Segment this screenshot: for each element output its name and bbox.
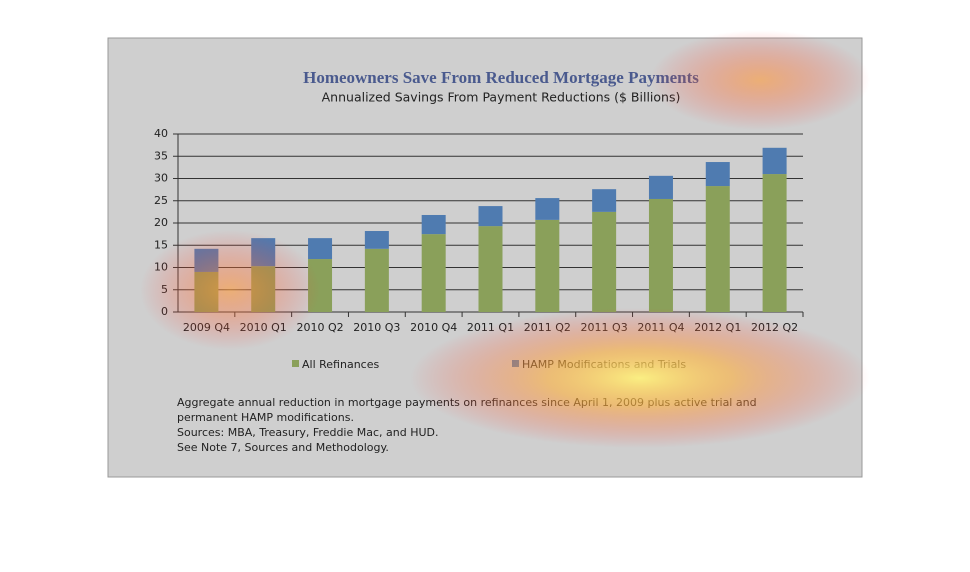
bar-segment — [364, 231, 389, 249]
bar-segment — [705, 186, 730, 312]
legend-label: All Refinances — [302, 358, 379, 371]
bar-segment — [592, 189, 617, 212]
bar-segment — [592, 211, 617, 312]
chart-title: Homeowners Save From Reduced Mortgage Pa… — [303, 68, 699, 87]
bar-segment — [421, 234, 446, 312]
bar-segment — [535, 219, 560, 312]
x-tick-label: 2010 Q3 — [353, 321, 400, 334]
y-tick-label: 15 — [154, 238, 168, 251]
note: Sources: MBA, Treasury, Freddie Mac, and… — [177, 426, 439, 439]
bar-segment — [478, 226, 503, 312]
heat-overlay — [650, 30, 870, 130]
x-tick-label: 2010 Q4 — [410, 321, 457, 334]
bar-segment — [705, 162, 730, 187]
bar-segment — [535, 198, 560, 220]
bar-segment — [762, 147, 787, 175]
bar-segment — [648, 198, 673, 312]
bar-segment — [421, 214, 446, 235]
y-tick-label: 25 — [154, 194, 168, 207]
heat-overlay — [140, 230, 320, 350]
bar-segment — [648, 175, 673, 199]
chart-subtitle: Annualized Savings From Payment Reductio… — [322, 90, 681, 105]
y-tick-label: 30 — [154, 172, 168, 185]
x-tick-label: 2010 Q2 — [296, 321, 343, 334]
bar-segment — [364, 248, 389, 312]
heat-overlay — [410, 308, 870, 448]
y-tick-label: 35 — [154, 149, 168, 162]
y-tick-label: 20 — [154, 216, 168, 229]
note: permanent HAMP modifications. — [177, 411, 354, 424]
bar-segment — [308, 238, 333, 260]
note: See Note 7, Sources and Methodology. — [177, 441, 389, 454]
bar-segment — [762, 174, 787, 312]
legend-swatch — [292, 360, 299, 367]
bar-segment — [478, 206, 503, 227]
y-tick-label: 40 — [154, 127, 168, 140]
